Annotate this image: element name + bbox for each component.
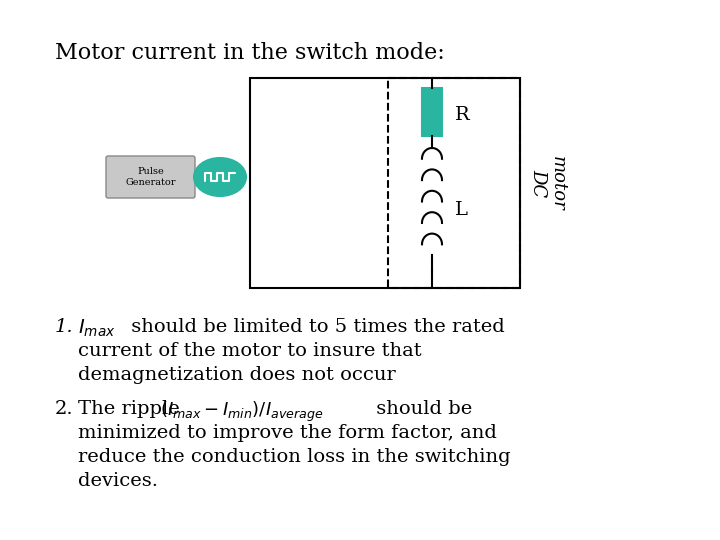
Text: R: R xyxy=(455,106,469,124)
Text: DC: DC xyxy=(529,169,547,197)
Bar xyxy=(422,88,442,136)
Text: L: L xyxy=(455,201,468,219)
Text: current of the motor to insure that: current of the motor to insure that xyxy=(78,342,422,360)
Text: demagnetization does not occur: demagnetization does not occur xyxy=(78,366,396,384)
FancyBboxPatch shape xyxy=(106,156,195,198)
Ellipse shape xyxy=(194,158,246,196)
Text: The ripple: The ripple xyxy=(78,400,186,418)
Text: should be: should be xyxy=(370,400,472,418)
Bar xyxy=(250,78,520,288)
Text: 1.: 1. xyxy=(55,318,73,336)
Text: 2.: 2. xyxy=(55,400,73,418)
Bar xyxy=(388,78,520,288)
Text: $I_{max}$: $I_{max}$ xyxy=(78,318,116,339)
Text: reduce the conduction loss in the switching: reduce the conduction loss in the switch… xyxy=(78,448,510,466)
Text: should be limited to 5 times the rated: should be limited to 5 times the rated xyxy=(125,318,505,336)
Text: motor: motor xyxy=(549,156,567,211)
Text: Motor current in the switch mode:: Motor current in the switch mode: xyxy=(55,42,445,64)
Text: Pulse
Generator: Pulse Generator xyxy=(125,167,176,187)
Text: devices.: devices. xyxy=(78,472,158,490)
Text: $(I_{max} - I_{min})/I_{average}$: $(I_{max} - I_{min})/I_{average}$ xyxy=(160,400,323,424)
Text: minimized to improve the form factor, and: minimized to improve the form factor, an… xyxy=(78,424,497,442)
